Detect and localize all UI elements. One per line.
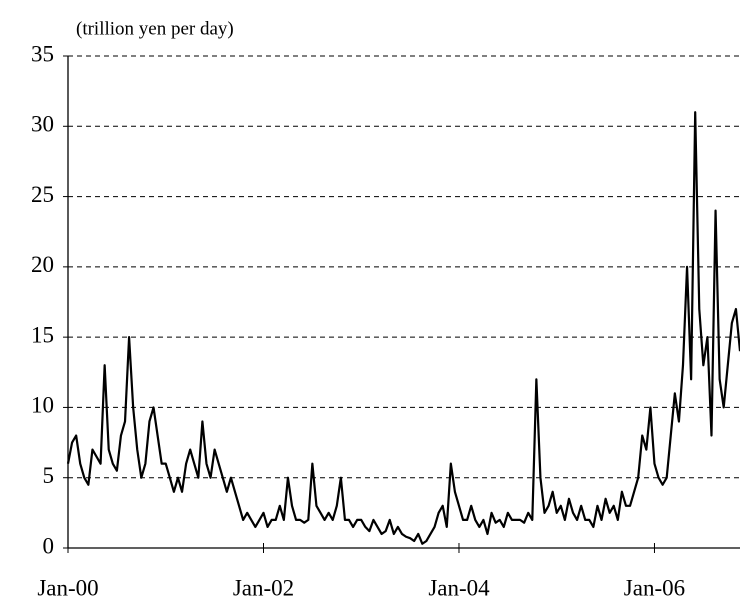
x-tick-label: Jan-04 — [428, 575, 490, 600]
series-line — [66, 111, 740, 545]
y-tick-label: 35 — [31, 41, 54, 66]
y-tick-label: 20 — [31, 252, 54, 277]
y-tick-label: 0 — [43, 533, 55, 558]
x-tick-label: Jan-06 — [624, 575, 685, 600]
y-tick-label: 15 — [31, 322, 54, 347]
y-tick-label: 30 — [31, 112, 54, 137]
y-tick-label: 10 — [31, 393, 54, 418]
y-axis-label: (trillion yen per day) — [76, 18, 234, 39]
x-tick-label: Jan-02 — [233, 575, 294, 600]
y-tick-label: 25 — [31, 182, 54, 207]
y-tick-label: 5 — [43, 463, 55, 488]
x-tick-label: Jan-00 — [37, 575, 98, 600]
